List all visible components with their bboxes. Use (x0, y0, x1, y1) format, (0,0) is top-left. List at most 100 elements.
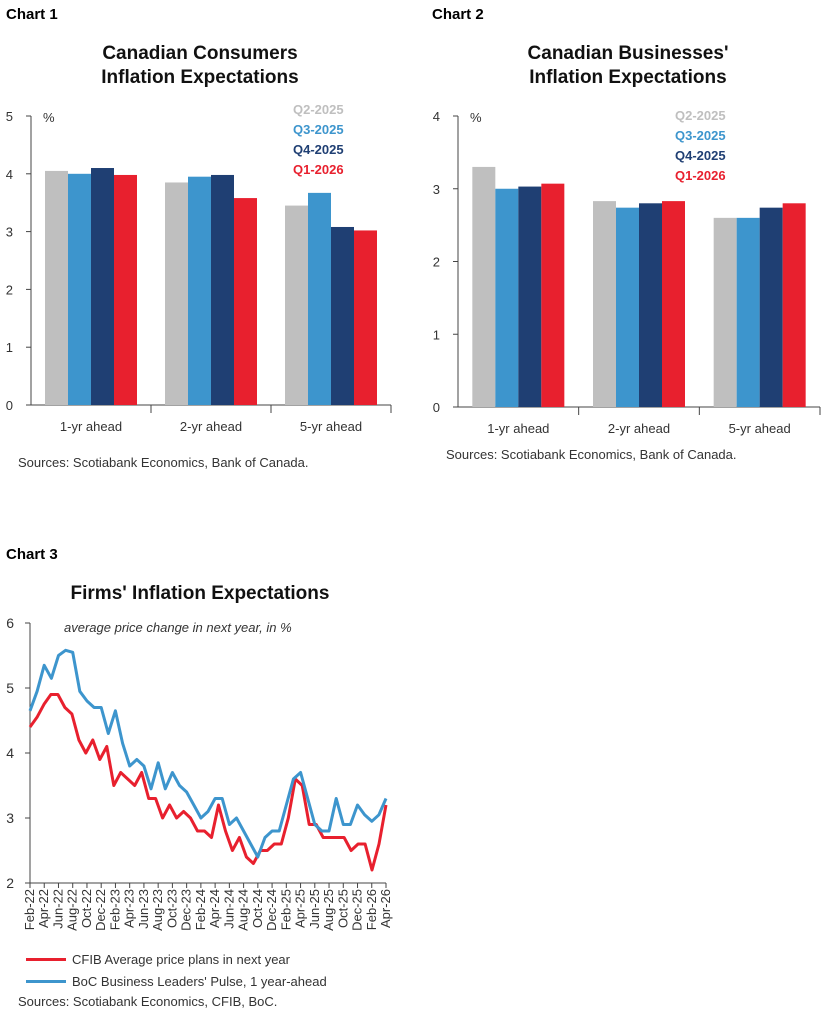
chart3-legend-swatch-boc (26, 979, 66, 983)
chart3-xtick-label: Apr-24 (207, 889, 222, 928)
chart3-xtick-label: Jun-23 (136, 889, 151, 929)
chart3-subtitle: average price change in next year, in % (64, 620, 292, 635)
chart1-bar (91, 168, 114, 405)
chart1-bar (234, 198, 257, 405)
chart2-title-line1: Canadian Businesses' (527, 43, 729, 64)
chart2-ytick-label: 2 (433, 255, 440, 270)
chart2-bar (782, 203, 806, 407)
chart3-legend-label-boc: BoC Business Leaders' Pulse, 1 year-ahea… (72, 973, 327, 989)
chart1-ytick-label: 5 (6, 109, 13, 124)
chart1-bar (331, 226, 354, 405)
chart3-ytick-label: 6 (6, 615, 14, 631)
chart3-xtick-label: Dec-25 (350, 889, 365, 931)
chart3-ytick-label: 2 (6, 875, 14, 891)
chart1-bar (165, 182, 188, 405)
chart2-bar (662, 201, 685, 407)
chart3-line-boc (28, 648, 388, 859)
chart2-unit-label: % (470, 110, 482, 125)
chart1-bar (188, 176, 211, 405)
chart2-label: Chart 2 (432, 6, 484, 23)
chart1-xtick-label: 2-yr ahead (180, 419, 242, 434)
chart3-legend: CFIB Average price plans in next year Bo… (26, 948, 327, 992)
chart1-bar (45, 170, 68, 405)
chart1-ytick-label: 2 (6, 282, 13, 297)
chart3-xtick-label: Aug-22 (65, 889, 80, 931)
chart2-bar (518, 186, 542, 407)
chart3-xtick-label: Oct-23 (164, 889, 179, 928)
chart3-xtick-label: Feb-24 (193, 889, 208, 930)
chart3-xtick-label: Feb-23 (107, 889, 122, 930)
chart2-source: Sources: Scotiabank Economics, Bank of C… (446, 447, 737, 462)
chart3-xtick-label: Apr-25 (293, 889, 308, 928)
chart2-bar (736, 217, 760, 407)
chart3-xtick-label: Feb-25 (278, 889, 293, 930)
chart3-label: Chart 3 (6, 546, 58, 563)
chart1-bar (114, 174, 137, 405)
chart1-legend-label: Q4-2025 (293, 142, 344, 157)
chart2-legend-label: Q1-2026 (675, 168, 726, 183)
chart3-xtick-label: Oct-22 (79, 889, 94, 928)
chart3-xtick-label: Dec-23 (179, 889, 194, 931)
chart3-ytick-label: 3 (6, 810, 14, 826)
chart2-title: Canadian Businesses' Inflation Expectati… (458, 42, 798, 90)
chart2-ytick-label: 1 (433, 327, 440, 342)
chart1-title-line1: Canadian Consumers (102, 43, 298, 64)
chart3-xtick-label: Dec-24 (264, 889, 279, 931)
chart1-bar (68, 173, 91, 405)
chart3-xtick-label: Feb-22 (22, 889, 37, 930)
chart3-xtick-label: Aug-23 (150, 889, 165, 931)
chart1-unit-label: % (43, 110, 55, 125)
chart1-bar (308, 192, 331, 405)
chart2-legend-label: Q4-2025 (675, 148, 726, 163)
chart1-xtick-label: 5-yr ahead (300, 419, 362, 434)
chart2-bar (713, 217, 737, 407)
chart1-ytick-label: 0 (6, 398, 13, 413)
chart3-xtick-label: Jun-25 (307, 889, 322, 929)
chart3-legend-swatch-cfib (26, 957, 66, 961)
chart3-legend-item-cfib: CFIB Average price plans in next year (26, 948, 327, 970)
chart3-legend-label-cfib: CFIB Average price plans in next year (72, 951, 290, 967)
chart2-bar (593, 201, 616, 407)
chart2-title-line2: Inflation Expectations (529, 67, 727, 88)
chart1-legend-label: Q3-2025 (293, 122, 344, 137)
chart1-bar (285, 205, 308, 405)
chart3-source: Sources: Scotiabank Economics, CFIB, BoC… (18, 994, 278, 1009)
chart1-ytick-label: 3 (6, 225, 13, 240)
chart1-ytick-label: 4 (6, 167, 13, 182)
chart3-xtick-label: Apr-22 (36, 889, 51, 928)
chart1-xtick-label: 1-yr ahead (60, 419, 122, 434)
chart2-ytick-label: 0 (433, 400, 440, 415)
chart2-ytick-label: 4 (433, 109, 440, 124)
chart1-ytick-label: 1 (6, 340, 13, 355)
chart3-xtick-label: Aug-25 (321, 889, 336, 931)
chart1-legend-label: Q1-2026 (293, 162, 344, 177)
chart1-source: Sources: Scotiabank Economics, Bank of C… (18, 455, 309, 470)
chart2-ytick-label: 3 (433, 182, 440, 197)
chart2-bar (616, 207, 639, 407)
chart3-ytick-label: 5 (6, 680, 14, 696)
chart3-xtick-label: Apr-23 (122, 889, 137, 928)
chart2-bar (759, 207, 783, 407)
chart1-bar (354, 230, 377, 405)
chart2-xtick-label: 2-yr ahead (608, 421, 670, 436)
chart3-line-cfib (28, 693, 388, 872)
chart3-xtick-label: Jun-24 (221, 889, 236, 929)
chart2-bar (541, 183, 565, 407)
chart2-legend-label: Q3-2025 (675, 128, 726, 143)
chart3-ytick-label: 4 (6, 745, 14, 761)
chart2-xtick-label: 5-yr ahead (729, 421, 791, 436)
chart1-legend-label: Q2-2025 (293, 102, 344, 117)
chart3-xtick-label: Dec-22 (93, 889, 108, 931)
chart3-xtick-label: Apr-26 (378, 889, 393, 928)
chart3-xtick-label: Feb-26 (364, 889, 379, 930)
chart3-xtick-label: Jun-22 (50, 889, 65, 929)
chart2-legend-label: Q2-2025 (675, 108, 726, 123)
chart3-legend-item-boc: BoC Business Leaders' Pulse, 1 year-ahea… (26, 970, 327, 992)
chart1-bar (211, 174, 234, 405)
chart2-bar (639, 203, 662, 407)
chart2-xtick-label: 1-yr ahead (487, 421, 549, 436)
chart1-title-line2: Inflation Expectations (101, 67, 299, 88)
